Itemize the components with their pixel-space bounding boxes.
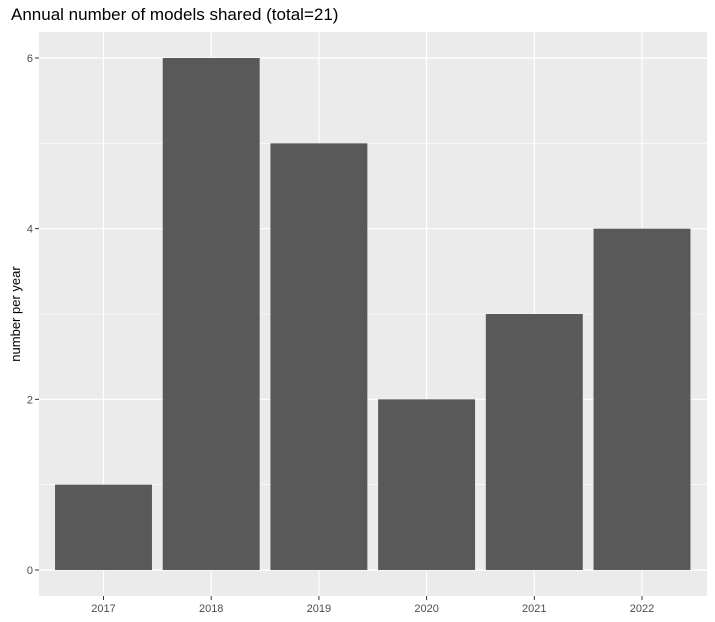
x-tick-label: 2017	[91, 603, 115, 615]
chart-title: Annual number of models shared (total=21…	[11, 5, 339, 24]
y-tick-label: 2	[27, 394, 33, 406]
bars	[55, 58, 691, 571]
x-tick-label: 2021	[522, 603, 546, 615]
bar-2020	[378, 399, 476, 570]
bar-2018	[162, 58, 260, 570]
y-axis: 0 2 4 6	[27, 53, 39, 577]
bar-2019	[270, 143, 368, 571]
x-tick-label: 2019	[307, 603, 331, 615]
bar-2021	[485, 314, 583, 570]
y-tick-label: 4	[27, 224, 33, 236]
y-tick-label: 0	[27, 565, 33, 577]
y-axis-title: number per year	[8, 266, 23, 362]
x-tick-label: 2018	[199, 603, 223, 615]
y-tick-label: 6	[27, 53, 33, 65]
x-tick-label: 2022	[630, 603, 654, 615]
bar-2022	[593, 228, 691, 570]
bar-2017	[55, 484, 152, 570]
x-tick-label: 2020	[414, 603, 438, 615]
x-axis: 2017 2018 2019 2020 2021 2022	[91, 596, 654, 615]
